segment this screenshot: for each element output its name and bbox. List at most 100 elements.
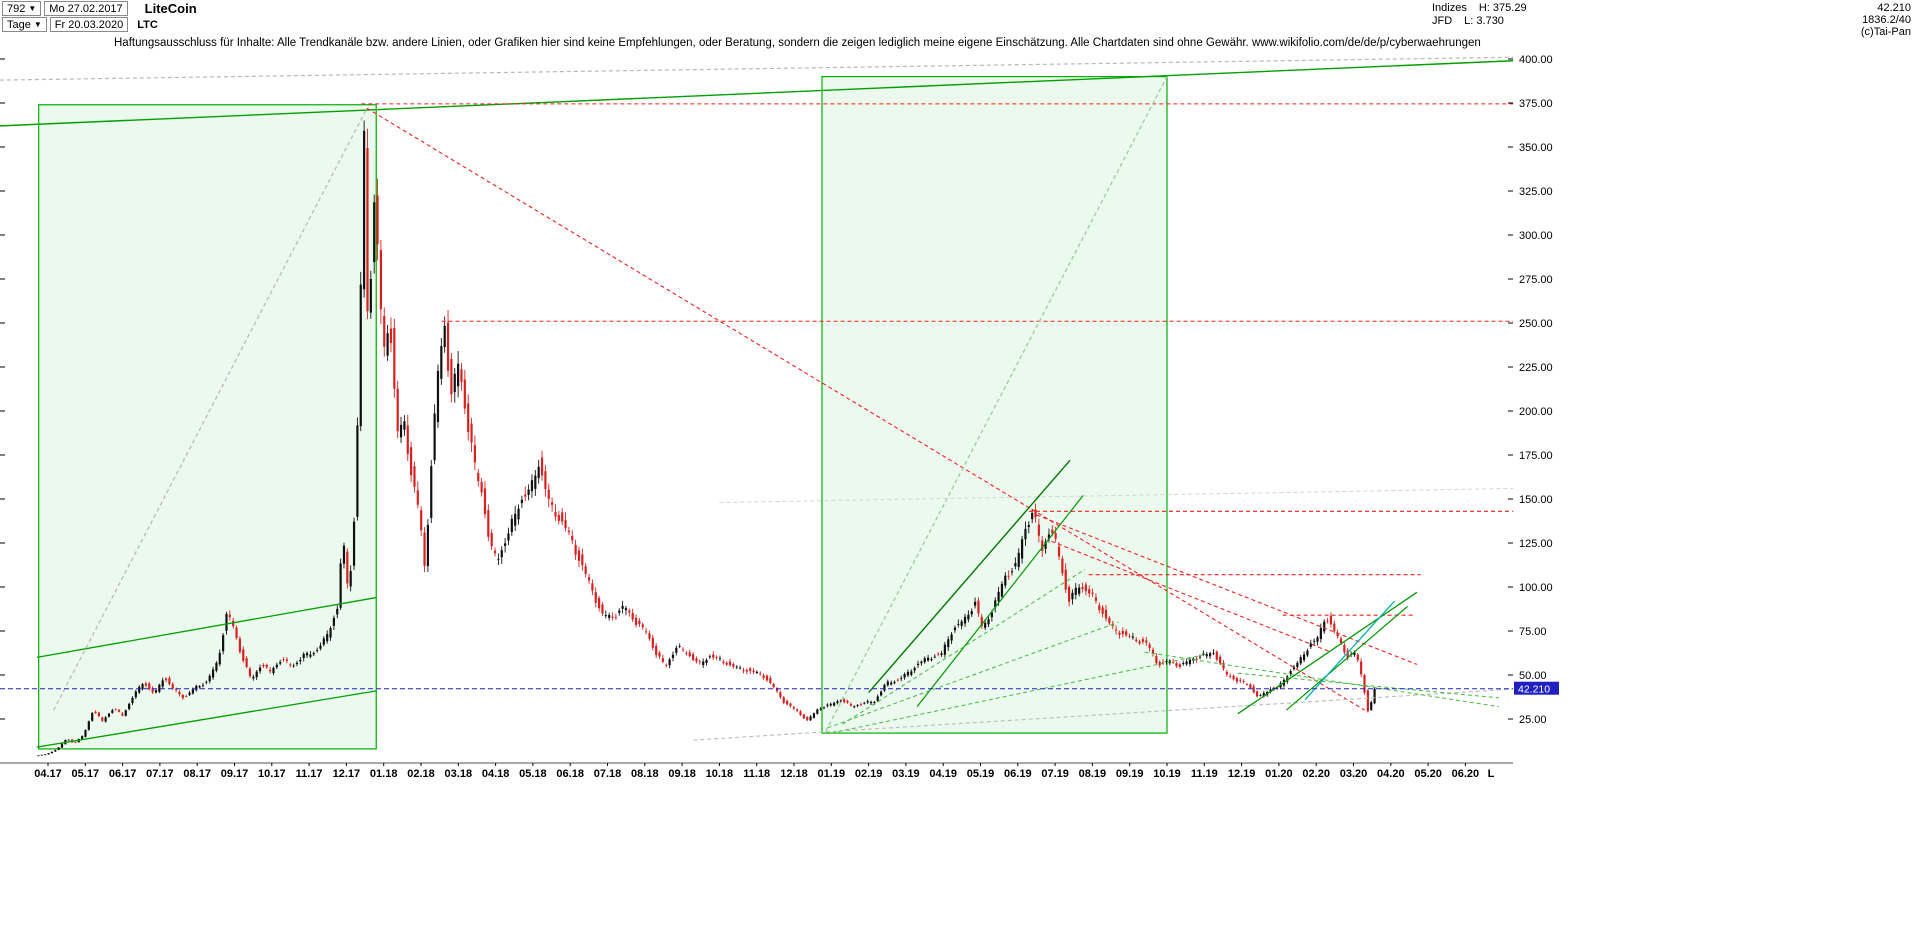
downtrend-2019-a xyxy=(1036,514,1418,665)
x-axis-label: 07.18 xyxy=(594,768,622,780)
x-axis-label: 12.17 xyxy=(333,768,361,780)
candlestick-series xyxy=(37,120,1376,757)
timeframe-label: Tage xyxy=(7,18,31,31)
x-axis-last-label: L xyxy=(1488,768,1495,780)
range-info: 1836.2/40 xyxy=(1862,14,1911,26)
x-axis-label: 06.18 xyxy=(556,768,584,780)
x-axis-label: 01.19 xyxy=(818,768,846,780)
x-axis-label: 05.20 xyxy=(1414,768,1442,780)
x-axis-label: 02.20 xyxy=(1302,768,1330,780)
y-axis-label: 150.00 xyxy=(1519,494,1553,506)
y-axis-label: 25.00 xyxy=(1519,714,1547,726)
y-axis-label: 400.00 xyxy=(1519,54,1553,66)
x-axis-label: 08.17 xyxy=(183,768,211,780)
green-desc-support-a xyxy=(1144,651,1500,708)
disclaimer-text: Haftungsausschluss für Inhalte: Alle Tre… xyxy=(114,37,1481,49)
x-axis-label: 04.18 xyxy=(482,768,510,780)
x-axis-label: 11.17 xyxy=(296,768,323,780)
start-date: Mo 27.02.2017 xyxy=(49,2,123,15)
chevron-down-icon: ▼ xyxy=(33,19,42,29)
x-axis-label: 08.19 xyxy=(1079,768,1107,780)
y-axis-label: 300.00 xyxy=(1519,230,1553,242)
y-axis-label: 100.00 xyxy=(1519,582,1553,594)
period-low: L: 3.730 xyxy=(1464,15,1504,27)
x-axis-label: 05.19 xyxy=(967,768,995,780)
x-axis-label: 11.18 xyxy=(743,768,770,780)
instrument-symbol: LTC xyxy=(137,18,158,31)
uptrend-2019-steep-b xyxy=(916,495,1084,708)
uptrend-2019-steep-a xyxy=(868,459,1071,694)
y-axis-label: 275.00 xyxy=(1519,274,1553,286)
y-axis-label: 125.00 xyxy=(1519,538,1553,550)
channel-2017-upper xyxy=(36,596,377,659)
toolbar-row-1: 792 ▼ Mo 27.02.2017 LiteCoin xyxy=(2,1,197,16)
svg-text:42.210: 42.210 xyxy=(1518,684,1550,696)
downtrend-2019-b xyxy=(1051,540,1332,653)
gray-bottom-trend xyxy=(693,688,1514,741)
uptrend-2020-b xyxy=(1285,605,1408,711)
broker-label: JFD xyxy=(1432,15,1453,27)
upper-trend-line-long xyxy=(0,60,1514,127)
start-date-field[interactable]: Mo 27.02.2017 xyxy=(44,1,128,16)
x-axis-label: 08.18 xyxy=(631,768,659,780)
gray-mid-line xyxy=(719,487,1514,504)
y-axis-label: 75.00 xyxy=(1519,626,1547,638)
trend-channel-boxes xyxy=(38,75,1168,750)
timeframe-dropdown[interactable]: Tage ▼ xyxy=(2,17,47,32)
x-axis-label: 09.17 xyxy=(221,768,249,780)
y-axis-label: 225.00 xyxy=(1519,362,1553,374)
quote-info-row-1: Indizes H: 375.29 xyxy=(1432,2,1527,15)
y-axis-label: 325.00 xyxy=(1519,186,1553,198)
x-axis-label: 10.17 xyxy=(258,768,286,780)
instrument-number-dropdown[interactable]: 792 ▼ xyxy=(2,1,42,16)
x-axis-label: 04.17 xyxy=(34,768,62,780)
x-axis-label: 03.18 xyxy=(445,768,473,780)
end-date-field[interactable]: Fr 20.03.2020 xyxy=(49,17,129,32)
green-fan-2019-b xyxy=(831,653,1209,734)
x-axis-label: 10.18 xyxy=(706,768,734,780)
trend-channel-2017 xyxy=(38,104,377,750)
green-fan-2019-a xyxy=(827,621,1119,729)
x-axis-label: 02.19 xyxy=(855,768,883,780)
gray-diagonal-2017 xyxy=(53,107,368,711)
y-axis-label: 375.00 xyxy=(1519,98,1553,110)
upper-gray-trend-line xyxy=(0,56,1514,81)
x-axis: 04.17 05.17 06.17 07.17 08.17 09.17 10.17 11.17… xyxy=(34,763,1495,780)
x-axis-label: 06.17 xyxy=(109,768,137,780)
x-axis-label: 05.17 xyxy=(72,768,100,780)
y-axis-label: 350.00 xyxy=(1519,142,1553,154)
x-axis-label: 12.19 xyxy=(1228,768,1256,780)
chevron-down-icon: ▼ xyxy=(28,3,37,13)
x-axis-label: 09.19 xyxy=(1116,768,1144,780)
green-fan-2019-c xyxy=(842,568,1086,725)
x-axis-label: 07.17 xyxy=(146,768,174,780)
x-axis-label: 03.20 xyxy=(1340,768,1368,780)
x-axis-label: 02.18 xyxy=(407,768,435,780)
downtrend-from-ath xyxy=(366,107,1365,711)
last-price-tag: 42.210 xyxy=(1514,681,1559,696)
x-axis-label: 09.18 xyxy=(668,768,696,780)
instrument-name: LiteCoin xyxy=(144,1,197,16)
quote-info-row-2: JFD L: 3.730 xyxy=(1432,15,1527,28)
y-axis-label: 200.00 xyxy=(1519,406,1553,418)
period-high: H: 375.29 xyxy=(1478,2,1527,14)
x-axis-label: 06.19 xyxy=(1004,768,1032,780)
x-axis-label: 03.19 xyxy=(892,768,920,780)
index-group-label: Indizes xyxy=(1432,2,1467,14)
cyan-trend-line xyxy=(1304,600,1396,701)
quote-info-block: Indizes H: 375.29 JFD L: 3.730 xyxy=(1432,2,1527,28)
x-axis-label: 01.18 xyxy=(370,768,398,780)
last-price-value: 42.210 xyxy=(1877,2,1911,14)
channel-2017-lower xyxy=(36,690,377,748)
toolbar-row-2: Tage ▼ Fr 20.03.2020 LTC xyxy=(2,17,158,32)
copyright: (c)Tai-Pan xyxy=(1860,26,1911,38)
top-toolbar: 792 ▼ Mo 27.02.2017 LiteCoin Tage ▼ Fr 2… xyxy=(0,0,1916,33)
uptrend-2020-a xyxy=(1237,591,1418,715)
x-axis-label: 10.19 xyxy=(1153,768,1181,780)
x-axis-label: 12.18 xyxy=(780,768,808,780)
x-axis-label: 11.19 xyxy=(1191,768,1218,780)
x-axis-label: 05.18 xyxy=(519,768,547,780)
y-axis-label: 250.00 xyxy=(1519,318,1553,330)
instrument-number: 792 xyxy=(7,2,26,15)
